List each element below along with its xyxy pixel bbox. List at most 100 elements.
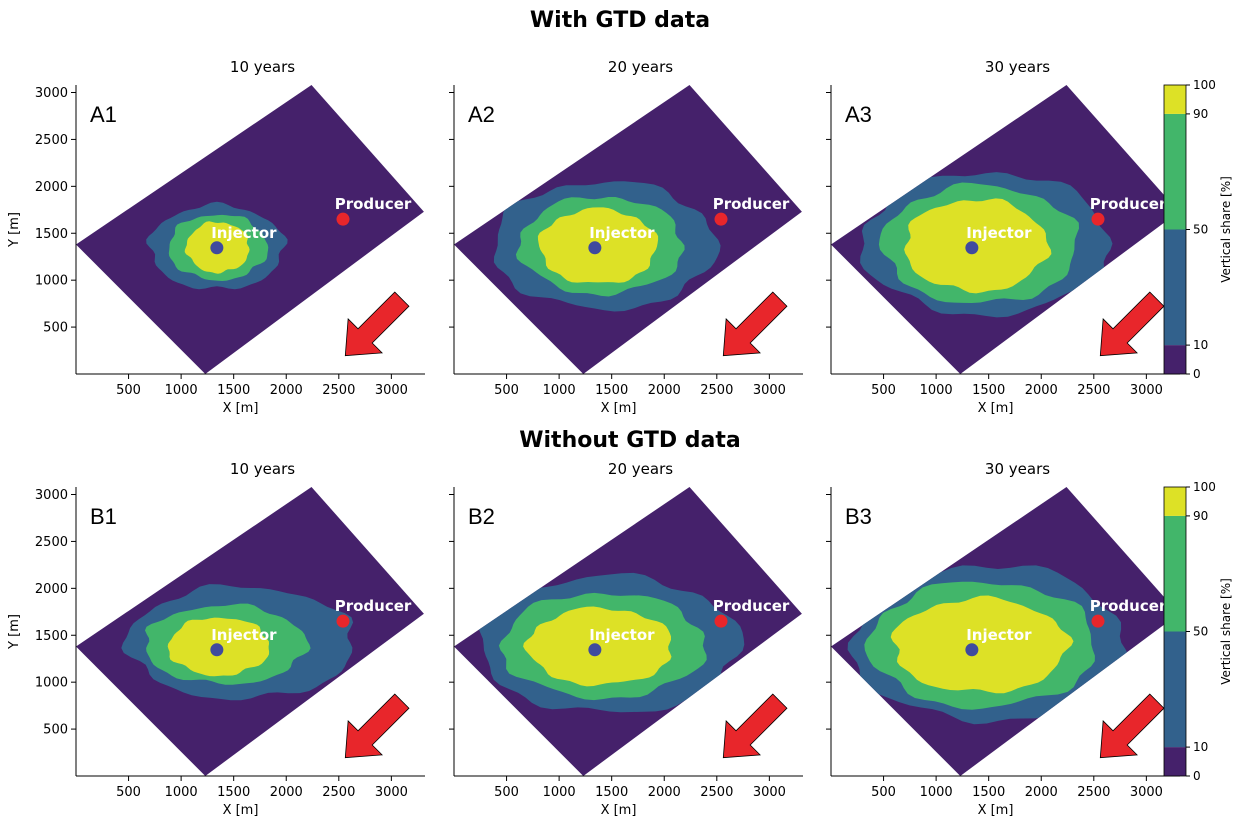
y-tick-label: 1000 [35,676,68,691]
x-tick-label: 2000 [1025,785,1058,800]
x-axis-label: X [m] [223,803,259,818]
y-tick-label: 1500 [35,629,68,644]
producer-label: Producer [335,195,412,213]
colorbar-tick-label: 10 [1193,740,1208,754]
flow-direction-arrow [344,291,410,357]
producer-label: Producer [713,597,790,615]
injector-marker [965,643,979,657]
producer-marker [714,614,728,628]
panel-grid: 500 1000 1500 2000 2500 3000 500 1000 1500 2000 25… [7,58,1233,818]
y-tick-label: 2000 [35,582,68,597]
colorbar-tick-label: 100 [1193,480,1216,494]
panel-label: B3 [845,504,872,529]
section-title-with-gtd: With GTD data [530,8,710,33]
panel-title: 30 years [985,58,1050,76]
panel-title: 10 years [230,58,295,76]
x-axis-label: X [m] [978,401,1014,416]
x-axis-label: X [m] [601,803,637,818]
y-tick-label: 500 [43,321,68,336]
x-tick-label: 500 [116,383,141,398]
y-tick-label: 2500 [35,133,68,148]
panel-b1: 500 1000 1500 2000 2500 3000 500 1000 1500 2000 25… [7,460,425,818]
x-tick-label: 2500 [700,785,733,800]
arrow-shape [722,693,788,759]
panel-b3: 500 1000 1500 2000 2500 3000 X [m] 30 years B3 In… [826,460,1180,818]
colorbar-tick-label: 90 [1193,107,1208,121]
panel-title: 20 years [608,460,673,478]
producer-label: Producer [335,597,412,615]
injector-marker [210,241,224,255]
flow-direction-arrow [722,291,788,357]
injector-marker [210,643,224,657]
x-tick-label: 2000 [648,785,681,800]
y-tick-label: 1000 [35,274,68,289]
producer-label: Producer [1090,195,1167,213]
colorbar-top: 0 10 50 90 100 Vertical share [%] [1163,78,1233,381]
x-tick-label: 3000 [1130,785,1163,800]
x-tick-label: 2000 [270,785,303,800]
x-tick-label: 2500 [322,383,355,398]
x-tick-label: 1000 [165,383,198,398]
injector-marker [588,643,602,657]
injector-marker [588,241,602,255]
colorbar-tick-label: 90 [1193,509,1208,523]
flow-direction-arrow [1099,291,1165,357]
y-tick-label: 500 [43,723,68,738]
x-tick-label: 1500 [972,383,1005,398]
injector-label: Injector [589,224,655,242]
panel-label: B2 [468,504,495,529]
injector-label: Injector [966,224,1032,242]
arrow-shape [722,291,788,357]
y-tick-label: 3000 [35,86,68,101]
injector-label: Injector [211,626,277,644]
contour-bands [847,565,1130,725]
colorbar-segment [1164,229,1186,346]
y-axis-label: Y [m] [7,212,22,248]
flow-direction-arrow [344,693,410,759]
panel-title: 20 years [608,58,673,76]
x-tick-label: 1000 [543,383,576,398]
contour-bands [121,584,354,701]
x-tick-label: 1500 [595,785,628,800]
producer-marker [1091,614,1105,628]
arrow-shape [344,693,410,759]
colorbar-label: Vertical share [%] [1219,578,1233,685]
injector-marker [965,241,979,255]
x-tick-label: 500 [871,785,896,800]
x-tick-label: 3000 [753,785,786,800]
y-axis-label: Y [m] [7,614,22,650]
x-tick-label: 500 [494,785,519,800]
panel-a2: 500 1000 1500 2000 2500 3000 X [m] 20 years A2 In… [449,58,803,416]
x-tick-label: 500 [116,785,141,800]
x-tick-label: 1000 [920,785,953,800]
x-tick-label: 2000 [270,383,303,398]
y-tick-label: 2000 [35,180,68,195]
x-tick-label: 2500 [1077,383,1110,398]
colorbar-segment [1164,113,1186,230]
arrow-shape [344,291,410,357]
x-tick-label: 2000 [648,383,681,398]
x-tick-label: 2500 [322,785,355,800]
producer-marker [336,212,350,226]
contour-bands [477,572,745,713]
section-title-without-gtd: Without GTD data [519,428,741,453]
colorbar-segment [1164,85,1186,114]
panel-label: A1 [90,102,117,127]
colorbar-segment [1164,345,1186,374]
y-tick-label: 3000 [35,488,68,503]
producer-label: Producer [713,195,790,213]
x-axis-label: X [m] [978,803,1014,818]
x-tick-label: 1000 [543,785,576,800]
x-tick-label: 2500 [1077,785,1110,800]
panel-label: B1 [90,504,117,529]
arrow-shape [1099,291,1165,357]
x-tick-label: 3000 [375,383,408,398]
colorbar-tick-label: 50 [1193,625,1208,639]
x-tick-label: 1500 [595,383,628,398]
x-tick-label: 500 [494,383,519,398]
x-tick-label: 3000 [753,383,786,398]
colorbar-tick-label: 10 [1193,338,1208,352]
x-tick-label: 1500 [217,383,250,398]
panel-title: 30 years [985,460,1050,478]
